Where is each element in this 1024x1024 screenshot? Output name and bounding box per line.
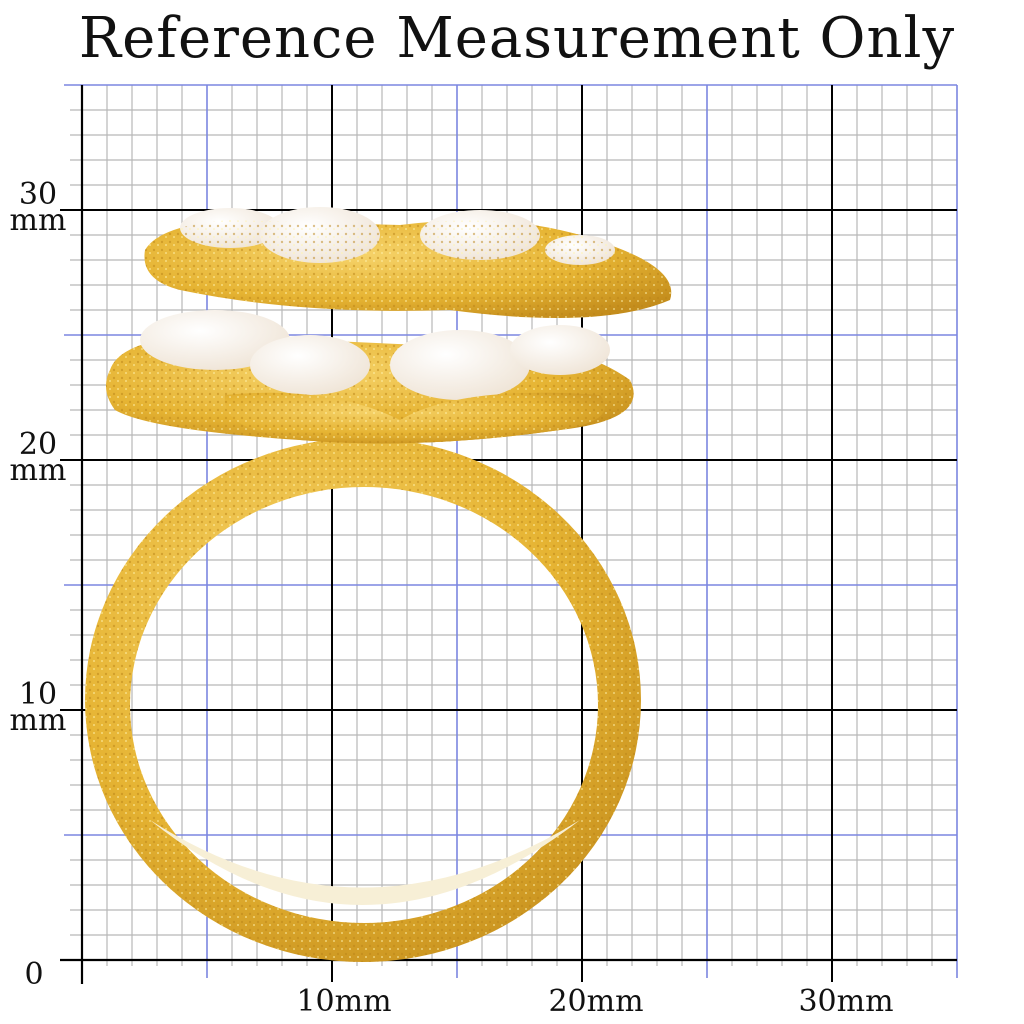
x-label-20: 20mm — [548, 984, 644, 1019]
flower-bottom-layer — [106, 310, 634, 444]
y-label-20: 20 mm — [9, 427, 67, 488]
ring-band — [85, 438, 641, 962]
y-label-10: 10 mm — [9, 677, 67, 738]
origin-label: 0 — [24, 957, 44, 992]
x-label-10: 10mm — [296, 984, 392, 1019]
x-label-30: 30mm — [798, 984, 894, 1019]
y-label-30: 30 mm — [9, 177, 67, 238]
page-title: Reference Measurement Only — [78, 6, 956, 71]
flower-top-layer — [144, 207, 672, 318]
